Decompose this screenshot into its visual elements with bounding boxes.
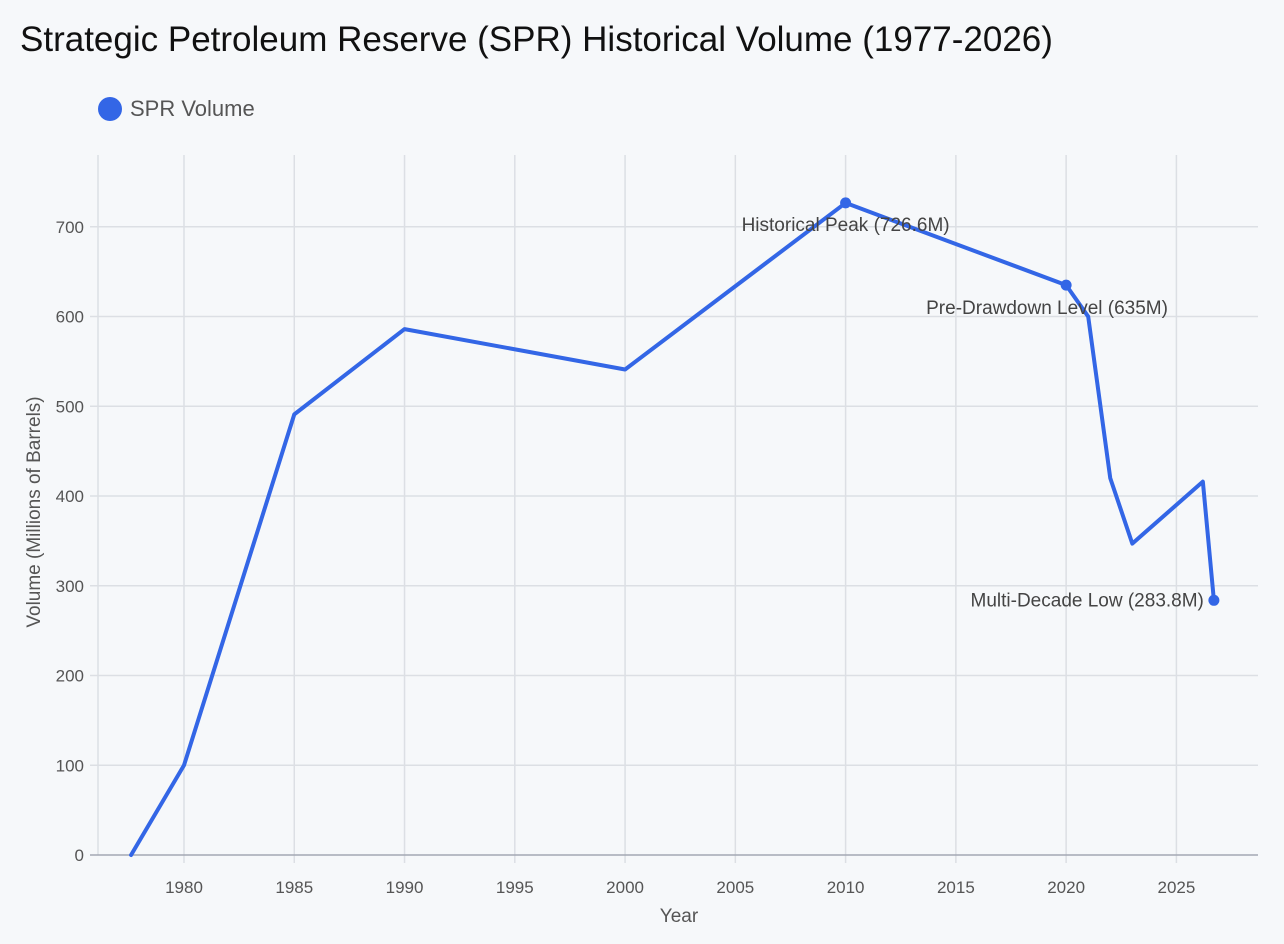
annotation-marker[interactable]	[1208, 594, 1220, 606]
x-tick-label: 1990	[386, 878, 424, 897]
grid	[90, 155, 1258, 863]
axes: 1980 1985 1990 1995 2000 2005 2010 2015 2020 2025…	[56, 218, 1196, 897]
x-tick-label: 2020	[1047, 878, 1085, 897]
x-tick-label: 1995	[496, 878, 534, 897]
annotation-label: Multi-Decade Low (283.8M)	[971, 590, 1204, 611]
annotations: Historical Peak (726.6M) Pre-Drawdown Lev…	[742, 197, 1220, 611]
y-tick-label: 200	[56, 667, 84, 686]
legend[interactable]: SPR Volume	[98, 96, 255, 122]
y-tick-label: 400	[56, 487, 84, 506]
x-tick-label: 2000	[606, 878, 644, 897]
x-tick-label: 1985	[275, 878, 313, 897]
x-axis-title: Year	[660, 906, 699, 927]
x-tick-label: 2005	[716, 878, 754, 897]
annotation-label: Historical Peak (726.6M)	[742, 215, 950, 236]
y-tick-label: 600	[56, 308, 84, 327]
legend-swatch-spr-volume	[98, 97, 122, 121]
y-tick-label: 500	[56, 397, 84, 416]
annotation-marker[interactable]	[840, 197, 852, 209]
x-tick-label: 2025	[1157, 878, 1195, 897]
x-tick-label: 2010	[827, 878, 865, 897]
x-tick-label: 2015	[937, 878, 975, 897]
x-tick-label: 1980	[165, 878, 203, 897]
annotation-marker[interactable]	[1060, 279, 1072, 291]
y-tick-label: 0	[75, 846, 84, 865]
y-tick-label: 700	[56, 218, 84, 237]
chart-title: Strategic Petroleum Reserve (SPR) Histor…	[20, 20, 1053, 59]
y-tick-label: 300	[56, 577, 84, 596]
y-axis-title: Volume (Millions of Barrels)	[24, 396, 45, 627]
legend-label-spr-volume: SPR Volume	[130, 96, 255, 121]
annotation-label: Pre-Drawdown Level (635M)	[926, 298, 1168, 319]
series-line-spr-volume[interactable]	[129, 200, 1216, 857]
y-tick-label: 100	[56, 756, 84, 775]
series-layer	[129, 200, 1216, 857]
